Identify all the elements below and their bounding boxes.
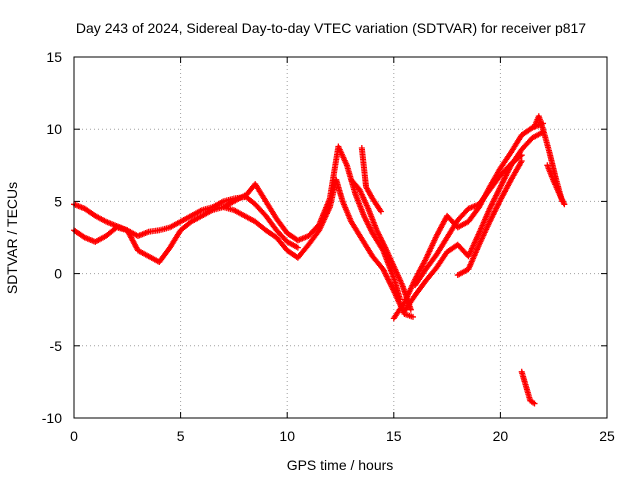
data-point <box>294 244 301 251</box>
series-track-a <box>71 143 404 303</box>
series-track-b <box>71 176 416 320</box>
data-point <box>518 157 525 164</box>
series-track-h <box>412 152 525 289</box>
y-tick-label: 0 <box>54 266 62 282</box>
series-track-i <box>454 157 525 279</box>
y-tick-label: -10 <box>42 410 62 426</box>
x-axis-label: GPS time / hours <box>287 457 394 473</box>
data-point <box>518 152 525 159</box>
series-track-l <box>518 368 538 407</box>
series-track-g <box>401 129 547 315</box>
x-tick-label: 10 <box>279 428 295 444</box>
data-point <box>531 400 538 407</box>
data-point <box>409 313 416 320</box>
plot-frame <box>73 56 608 419</box>
grid <box>74 57 607 418</box>
x-tick-label: 20 <box>493 428 509 444</box>
series-track-j <box>531 113 566 205</box>
data-point <box>561 201 568 208</box>
x-tick-label: 25 <box>599 428 615 444</box>
data-point <box>407 306 414 313</box>
data-points <box>71 113 568 407</box>
y-tick-label: 5 <box>54 193 62 209</box>
y-axis-label: SDTVAR / TECUs <box>4 182 20 294</box>
x-tick-label: 15 <box>386 428 402 444</box>
x-tick-label: 0 <box>70 428 78 444</box>
data-point <box>517 153 524 160</box>
y-tick-label: 15 <box>46 49 62 65</box>
series-track-k <box>544 162 568 208</box>
x-tick-label: 5 <box>177 428 185 444</box>
axis-ticks: 0 5 10 15 20 25 -10 -5 0 5 10 15 <box>42 49 615 444</box>
series-track-e <box>358 144 385 215</box>
y-tick-label: -5 <box>50 338 63 354</box>
series-track-c <box>220 192 301 251</box>
data-point <box>378 208 385 215</box>
chart-title: Day 243 of 2024, Sidereal Day-to-day VTE… <box>76 20 586 36</box>
y-tick-label: 10 <box>46 121 62 137</box>
